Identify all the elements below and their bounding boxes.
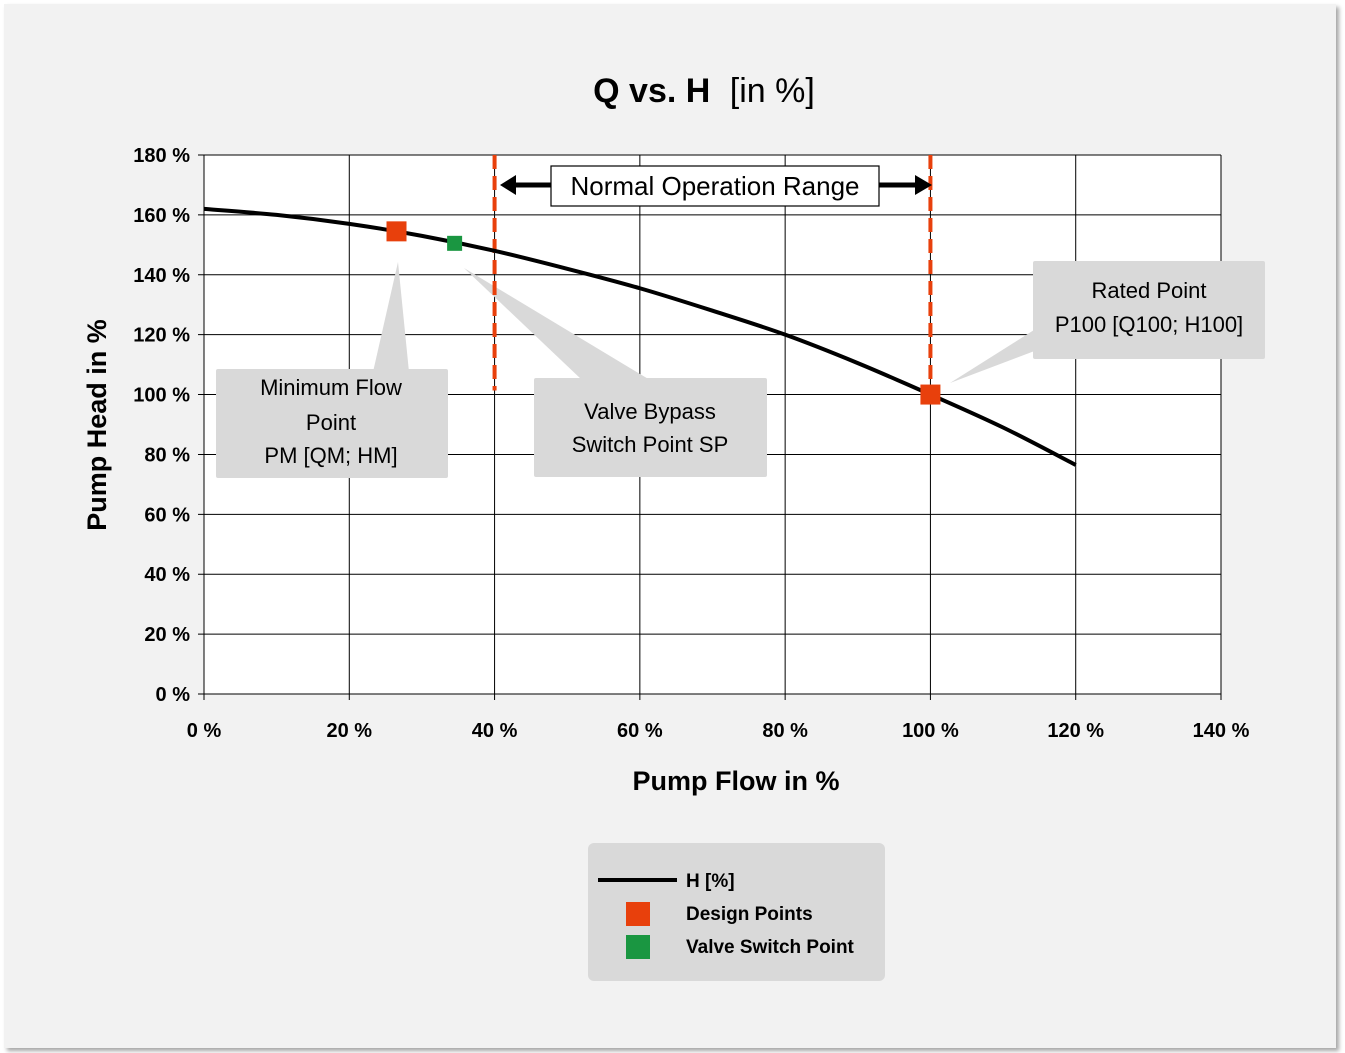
x-axis-title: Pump Flow in % bbox=[633, 766, 840, 796]
valve-switch-point-marker bbox=[447, 235, 463, 251]
y-tick-label: 100 % bbox=[133, 385, 190, 407]
marker-layer bbox=[386, 221, 941, 405]
range-arrowhead-right bbox=[915, 175, 932, 195]
callout-minimum-flow: Minimum Flow Point PM [QM; HM] bbox=[216, 262, 448, 478]
y-tick-label: 180 % bbox=[133, 145, 190, 167]
y-tick-label: 120 % bbox=[133, 325, 190, 347]
x-tick-label: 120 % bbox=[1047, 720, 1104, 742]
chart-title-unit: [in %] bbox=[730, 72, 815, 110]
y-tick-label: 0 % bbox=[156, 684, 191, 706]
x-tick-label: 60 % bbox=[617, 720, 663, 742]
y-tick-label: 60 % bbox=[144, 504, 190, 526]
x-tick-label: 80 % bbox=[762, 720, 808, 742]
callout-line: Switch Point SP bbox=[572, 432, 729, 457]
callout-line: PM [QM; HM] bbox=[264, 443, 397, 468]
callout-line: Valve Bypass bbox=[584, 399, 716, 424]
x-axis-ticks: 0 % 20 % 40 % 60 % 80 % 100 % 120 % 140 % bbox=[187, 720, 1250, 742]
y-tick-label: 80 % bbox=[144, 444, 190, 466]
callout-box bbox=[216, 369, 448, 478]
design-point-marker bbox=[920, 384, 941, 405]
callout-box bbox=[534, 378, 767, 477]
y-tick-label: 40 % bbox=[144, 564, 190, 586]
callout-box bbox=[1033, 261, 1265, 359]
callout-pointer bbox=[373, 262, 409, 372]
legend-box bbox=[588, 843, 885, 981]
x-tick-label: 40 % bbox=[472, 720, 518, 742]
legend: H [%] Design Points Valve Switch Point bbox=[588, 843, 885, 981]
x-tick-label: 100 % bbox=[902, 720, 959, 742]
range-arrowhead-left bbox=[500, 175, 516, 195]
range-label: Normal Operation Range bbox=[570, 171, 859, 201]
legend-swatch-valve bbox=[626, 935, 650, 959]
normal-operation-range: Normal Operation Range bbox=[500, 165, 932, 207]
chart-title: Q vs. H [in %] bbox=[593, 72, 815, 110]
callout-line: Minimum Flow bbox=[260, 375, 402, 400]
reference-lines bbox=[492, 155, 933, 391]
callout-line: P100 [Q100; H100] bbox=[1055, 312, 1243, 337]
legend-swatch-design bbox=[626, 902, 650, 926]
y-tick-label: 160 % bbox=[133, 205, 190, 227]
x-tick-label: 0 % bbox=[187, 720, 222, 742]
y-tick-label: 140 % bbox=[133, 265, 190, 287]
y-axis-ticks: 0 % 20 % 40 % 60 % 80 % 100 % 120 % 140 % 160 % 1… bbox=[133, 145, 190, 706]
callout-line: Rated Point bbox=[1092, 278, 1207, 303]
x-tick-label: 20 % bbox=[326, 720, 372, 742]
callout-rated-point: Rated Point P100 [Q100; H100] bbox=[950, 261, 1265, 383]
x-tick-label: 140 % bbox=[1193, 720, 1250, 742]
callout-line: Point bbox=[306, 410, 356, 435]
y-axis-title: Pump Head in % bbox=[82, 319, 112, 531]
range-label-box bbox=[550, 165, 880, 207]
legend-label-design: Design Points bbox=[686, 904, 813, 925]
y-tick-label: 20 % bbox=[144, 624, 190, 646]
callout-valve-bypass: Valve Bypass Switch Point SP bbox=[464, 268, 767, 477]
legend-label-h: H [%] bbox=[686, 871, 735, 892]
design-point-marker bbox=[386, 221, 407, 242]
callout-pointer bbox=[464, 268, 650, 380]
legend-label-valve: Valve Switch Point bbox=[686, 937, 855, 958]
chart-title-bold: Q vs. H bbox=[593, 72, 710, 110]
